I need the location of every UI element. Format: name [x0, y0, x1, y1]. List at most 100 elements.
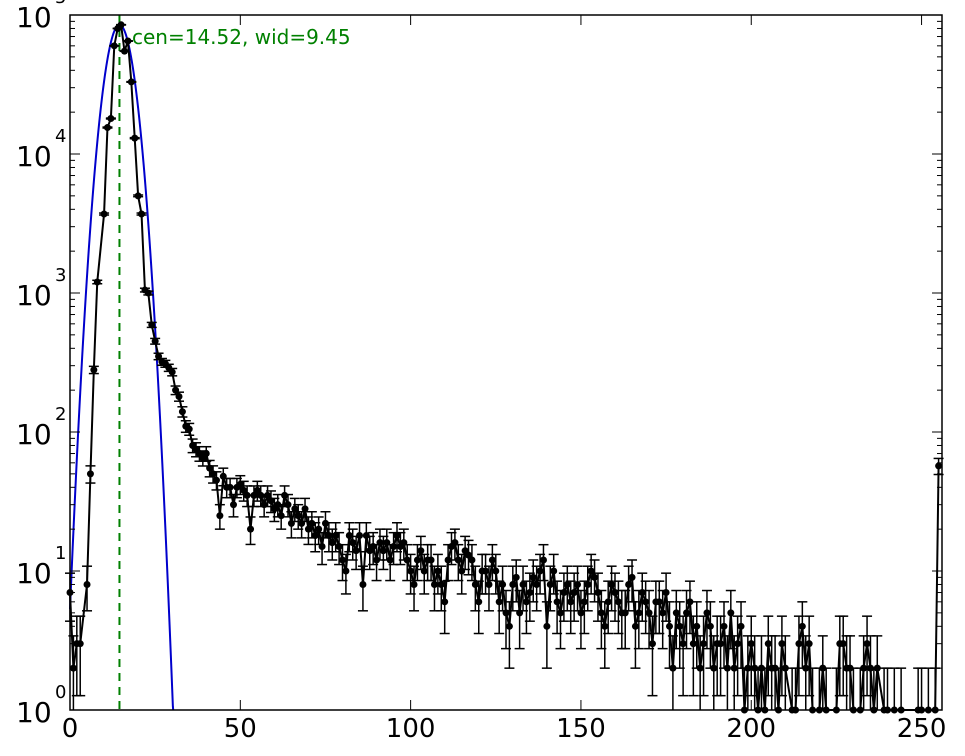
point-marker — [349, 539, 357, 547]
point-marker — [110, 42, 118, 50]
point-marker — [311, 532, 319, 540]
point-marker — [805, 640, 813, 648]
point-marker — [679, 640, 687, 648]
data-point — [109, 42, 120, 50]
point-marker — [584, 580, 592, 588]
point-marker — [458, 567, 466, 575]
point-marker — [727, 609, 735, 617]
point-marker — [798, 622, 806, 630]
point-marker — [717, 640, 725, 648]
data-point — [102, 124, 113, 132]
data-point — [347, 528, 358, 561]
data-point — [555, 589, 566, 650]
point-marker — [580, 598, 588, 606]
point-marker — [393, 532, 401, 540]
data-point — [105, 115, 116, 123]
data-point — [436, 565, 447, 612]
point-marker — [574, 580, 582, 588]
point-marker — [390, 543, 398, 551]
data-point — [463, 539, 474, 576]
data-point — [681, 589, 692, 650]
point-marker — [86, 470, 94, 478]
data-point — [664, 601, 675, 669]
data-point — [99, 210, 110, 218]
point-marker — [76, 640, 84, 648]
point-marker — [345, 532, 353, 540]
point-marker — [247, 525, 255, 533]
point-marker — [526, 589, 534, 597]
point-marker — [839, 640, 847, 648]
point-marker — [563, 580, 571, 588]
point-marker — [253, 486, 261, 494]
point-marker — [485, 580, 493, 588]
point-marker — [672, 609, 680, 617]
point-marker — [543, 622, 551, 630]
point-marker — [230, 501, 237, 509]
point-marker — [492, 567, 500, 575]
point-marker — [352, 547, 360, 555]
point-marker — [693, 622, 701, 630]
data-point — [701, 589, 712, 650]
data-point — [596, 589, 607, 650]
data-point — [133, 192, 144, 200]
point-marker — [250, 491, 258, 499]
point-marker — [216, 512, 224, 520]
point-marker — [342, 567, 350, 575]
point-marker — [873, 664, 881, 672]
point-marker — [686, 598, 694, 606]
point-marker — [502, 609, 510, 617]
data-point — [82, 565, 93, 612]
y-tick-label-base: 10 — [16, 418, 52, 451]
point-marker — [264, 491, 272, 499]
point-marker — [403, 556, 411, 564]
point-marker — [482, 567, 490, 575]
point-marker — [642, 598, 650, 606]
plot-frame — [69, 14, 943, 711]
x-tick-label: 0 — [62, 714, 79, 744]
point-marker — [175, 393, 183, 401]
point-marker — [935, 462, 943, 470]
point-marker — [144, 289, 152, 297]
point-marker — [339, 556, 346, 564]
y-tick-label-exponent: 0 — [55, 682, 66, 703]
point-marker — [604, 598, 612, 606]
data-point — [538, 543, 549, 582]
point-marker — [417, 547, 425, 555]
data-point — [858, 635, 869, 710]
point-marker — [505, 622, 513, 630]
y-tick-label-exponent: 3 — [55, 265, 66, 286]
point-marker — [625, 580, 633, 588]
point-marker — [103, 124, 111, 132]
point-marker — [700, 640, 708, 648]
point-marker — [243, 491, 251, 499]
point-marker — [386, 556, 394, 564]
point-marker — [703, 609, 711, 617]
point-marker — [560, 589, 568, 597]
point-marker — [676, 622, 684, 630]
y-tick-label-base: 10 — [16, 557, 52, 590]
x-tick-label: 250 — [897, 714, 947, 744]
data-point — [116, 21, 127, 29]
point-marker — [407, 567, 415, 575]
data-point — [75, 615, 86, 697]
data-point — [214, 503, 225, 530]
data-point — [122, 37, 133, 45]
y-tick-label-exponent: 1 — [55, 543, 66, 564]
point-marker — [90, 366, 98, 374]
point-marker — [185, 425, 193, 433]
point-marker — [488, 556, 496, 564]
point-marker — [240, 486, 248, 494]
data-point — [126, 78, 137, 86]
data-point — [167, 367, 178, 377]
point-marker — [148, 321, 156, 329]
point-marker — [706, 622, 714, 630]
point-marker — [131, 134, 139, 142]
point-marker — [471, 580, 479, 588]
data-point — [715, 615, 726, 697]
point-marker — [744, 664, 752, 672]
point-marker — [734, 640, 742, 648]
point-marker — [291, 505, 299, 513]
point-marker — [107, 115, 115, 123]
data-point — [780, 635, 791, 710]
point-marker — [121, 47, 128, 55]
